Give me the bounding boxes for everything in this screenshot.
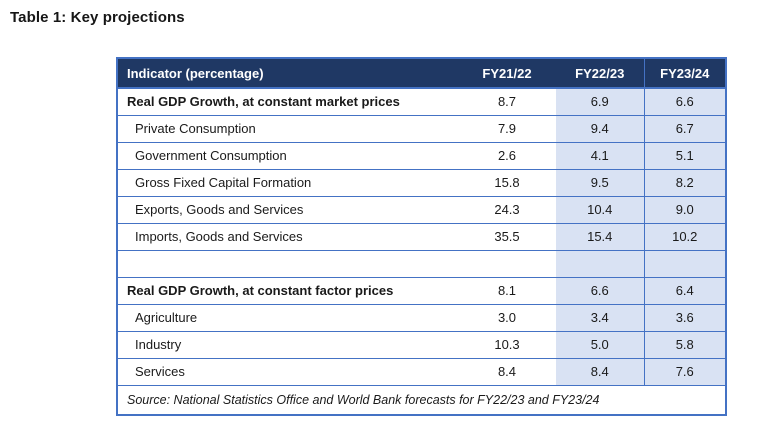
table-row: Exports, Goods and Services 24.3 10.4 9.0 [117, 196, 726, 224]
cell-value: 5.0 [556, 331, 644, 359]
table-body: Real GDP Growth, at constant market pric… [117, 88, 726, 415]
row-label: Real GDP Growth, at constant factor pric… [117, 277, 458, 305]
table-row: Services 8.4 8.4 7.6 [117, 358, 726, 386]
cell-value: 6.6 [643, 88, 726, 116]
header-row: Indicator (percentage) FY21/22 FY22/23 F… [117, 58, 726, 89]
row-label: Industry [117, 331, 458, 359]
cell-value: 8.7 [458, 88, 556, 116]
cell-value: 8.2 [643, 169, 726, 197]
cell-value [458, 250, 556, 278]
row-label: Agriculture [117, 304, 458, 332]
row-label: Gross Fixed Capital Formation [117, 169, 458, 197]
column-header-indicator: Indicator (percentage) [117, 58, 458, 89]
spacer-row [117, 250, 726, 278]
cell-value: 6.7 [643, 115, 726, 143]
cell-value: 4.1 [556, 142, 644, 170]
cell-value: 6.6 [556, 277, 644, 305]
source-row: Source: National Statistics Office and W… [117, 385, 726, 415]
cell-value: 3.0 [458, 304, 556, 332]
cell-value: 6.9 [556, 88, 644, 116]
cell-value: 2.6 [458, 142, 556, 170]
cell-value: 7.6 [643, 358, 726, 386]
cell-value [643, 250, 726, 278]
table-row: Real GDP Growth, at constant factor pric… [117, 277, 726, 305]
column-header-fy22-23: FY22/23 [556, 58, 644, 89]
table-row: Agriculture 3.0 3.4 3.6 [117, 304, 726, 332]
table-row: Imports, Goods and Services 35.5 15.4 10.2 [117, 223, 726, 251]
cell-value: 8.4 [556, 358, 644, 386]
cell-value: 7.9 [458, 115, 556, 143]
source-note: Source: National Statistics Office and W… [117, 385, 726, 415]
cell-value: 10.4 [556, 196, 644, 224]
projections-table: Indicator (percentage) FY21/22 FY22/23 F… [116, 57, 727, 416]
cell-value: 10.2 [643, 223, 726, 251]
cell-value: 3.4 [556, 304, 644, 332]
cell-value: 35.5 [458, 223, 556, 251]
cell-value: 3.6 [643, 304, 726, 332]
row-label: Real GDP Growth, at constant market pric… [117, 88, 458, 116]
row-label: Private Consumption [117, 115, 458, 143]
cell-value: 9.0 [643, 196, 726, 224]
row-label [117, 250, 458, 278]
cell-value: 15.4 [556, 223, 644, 251]
page-title: Table 1: Key projections [10, 9, 185, 26]
cell-value: 10.3 [458, 331, 556, 359]
cell-value: 24.3 [458, 196, 556, 224]
cell-value: 5.1 [643, 142, 726, 170]
row-label: Services [117, 358, 458, 386]
cell-value: 8.4 [458, 358, 556, 386]
row-label: Government Consumption [117, 142, 458, 170]
cell-value: 5.8 [643, 331, 726, 359]
table-row: Industry 10.3 5.0 5.8 [117, 331, 726, 359]
table-row: Government Consumption 2.6 4.1 5.1 [117, 142, 726, 170]
table-row: Real GDP Growth, at constant market pric… [117, 88, 726, 116]
column-header-fy21-22: FY21/22 [458, 58, 556, 89]
table-row: Private Consumption 7.9 9.4 6.7 [117, 115, 726, 143]
column-header-fy23-24: FY23/24 [643, 58, 726, 89]
cell-value [556, 250, 644, 278]
cell-value: 9.5 [556, 169, 644, 197]
cell-value: 6.4 [643, 277, 726, 305]
table-row: Gross Fixed Capital Formation 15.8 9.5 8.2 [117, 169, 726, 197]
row-label: Exports, Goods and Services [117, 196, 458, 224]
cell-value: 8.1 [458, 277, 556, 305]
cell-value: 9.4 [556, 115, 644, 143]
cell-value: 15.8 [458, 169, 556, 197]
row-label: Imports, Goods and Services [117, 223, 458, 251]
